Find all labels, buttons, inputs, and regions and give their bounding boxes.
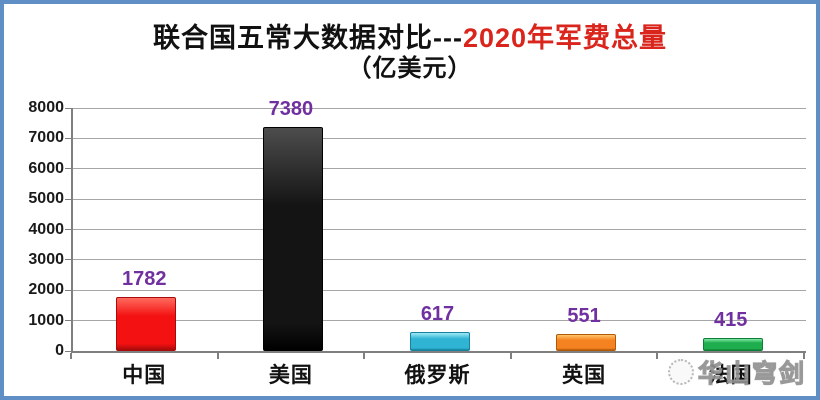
y-axis-label-2000: 2000 [28, 281, 64, 299]
gridline-3000 [73, 259, 806, 261]
gridline-1000 [73, 320, 806, 322]
gridline-2000 [73, 289, 806, 291]
value-label-中国: 1782 [122, 268, 167, 290]
y-axis-tick [65, 229, 71, 230]
chart-subtitle: （亿美元） [347, 55, 473, 82]
y-axis-label-4000: 4000 [28, 220, 64, 238]
chart-title: 联合国五常大数据对比---2020年军费总量 [4, 16, 816, 55]
x-axis-tick [363, 353, 366, 359]
bar-美国 [262, 127, 323, 351]
x-axis-tick [803, 353, 805, 359]
bar-中国 [116, 297, 177, 351]
bar-俄罗斯 [409, 332, 470, 351]
gridline-6000 [73, 168, 806, 170]
gridline-5000 [73, 198, 806, 200]
y-axis-tick [65, 198, 71, 200]
y-axis-tick [65, 350, 71, 352]
y-axis-label-7000: 7000 [28, 129, 64, 147]
value-label-美国: 7380 [268, 98, 314, 120]
category-label-英国: 英国 [562, 364, 607, 387]
gridline-7000 [73, 137, 806, 139]
category-label-中国: 中国 [122, 364, 167, 387]
x-axis-tick [509, 353, 512, 359]
y-axis-tick [65, 168, 71, 170]
category-label-美国: 美国 [268, 364, 313, 387]
category-label-俄罗斯: 俄罗斯 [404, 364, 471, 387]
y-axis-label-8000: 8000 [28, 99, 64, 116]
chart-title-black-part: 联合国五常大数据对比--- [152, 23, 463, 53]
y-axis-label-1000: 1000 [28, 311, 64, 329]
gridline-4000 [73, 229, 806, 230]
y-axis-tick [65, 320, 71, 322]
plot-area [65, 107, 806, 353]
y-axis-tick [65, 107, 71, 109]
y-axis-label-0: 0 [55, 342, 64, 359]
x-axis-tick [216, 353, 219, 359]
category-label-法国: 法国 [708, 364, 753, 387]
x-axis-tick [656, 353, 659, 359]
y-axis-label-5000: 5000 [28, 190, 64, 208]
chart-title-red-part: 2020年军费总量 [462, 23, 668, 53]
y-axis-tick [65, 289, 71, 291]
gridline-8000 [73, 107, 806, 109]
y-axis-label-6000: 6000 [28, 159, 64, 177]
y-axis-label-3000: 3000 [28, 250, 64, 268]
value-label-法国: 415 [714, 309, 748, 331]
value-label-英国: 551 [567, 305, 601, 327]
x-axis-tick [70, 353, 72, 359]
value-label-俄罗斯: 617 [420, 303, 455, 325]
y-axis-tick [65, 259, 71, 261]
y-axis-tick [65, 137, 71, 139]
bar-法国 [702, 338, 763, 351]
bar-英国 [556, 334, 617, 351]
